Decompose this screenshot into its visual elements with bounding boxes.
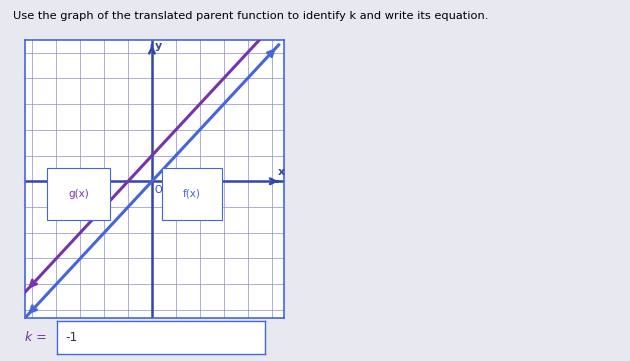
- Text: x: x: [278, 167, 285, 177]
- Text: k =: k =: [25, 331, 47, 344]
- Text: g(x): g(x): [68, 189, 89, 199]
- Text: -1: -1: [65, 331, 77, 344]
- Text: y: y: [155, 41, 162, 51]
- Text: Use the graph of the translated parent function to identify k and write its equa: Use the graph of the translated parent f…: [13, 11, 488, 21]
- Text: O: O: [155, 185, 163, 195]
- Text: f(x): f(x): [183, 189, 201, 199]
